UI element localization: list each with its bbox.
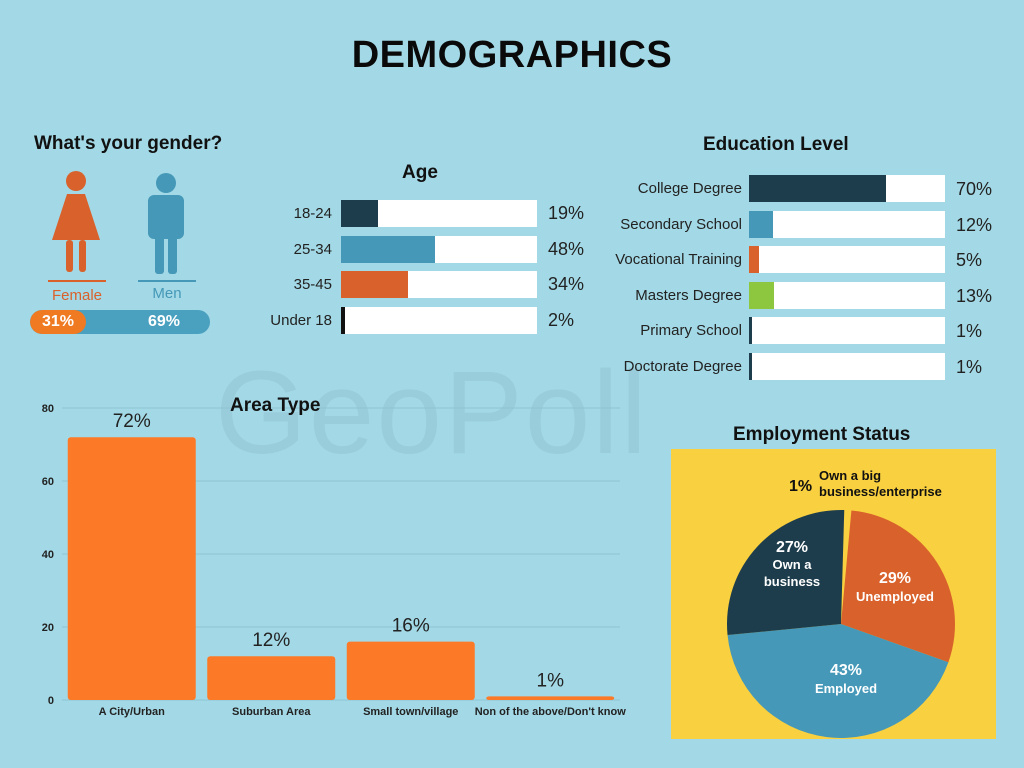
bar-value-label: 12% — [252, 630, 290, 651]
female-label: Female — [51, 287, 103, 304]
y-tick-label: 20 — [42, 622, 54, 634]
bar-value-label: 19% — [548, 203, 585, 223]
bar-value-label: 34% — [548, 274, 585, 294]
bar-value-label: 13% — [956, 285, 993, 306]
bar-track — [749, 175, 945, 202]
education-title: Education Level — [703, 134, 849, 155]
female-underline — [48, 280, 106, 282]
bar-value-label: 72% — [113, 411, 151, 432]
gender-female-fill — [30, 310, 86, 334]
bar-label: Under 18 — [270, 311, 332, 329]
bar-track — [749, 246, 945, 273]
bar — [341, 235, 436, 263]
pie-category-label: Own a big — [819, 468, 881, 483]
bar — [207, 656, 336, 700]
pie-value-label: 1% — [789, 478, 812, 495]
bar-value-label: 1% — [956, 356, 983, 377]
bar-track — [341, 200, 537, 227]
female-person-icon — [52, 171, 100, 272]
pie-category-label: Unemployed — [856, 589, 934, 604]
employment-title: Employment Status — [733, 424, 911, 445]
area-title: Area Type — [230, 395, 321, 416]
bar-label: 35-45 — [293, 276, 332, 293]
bar — [749, 352, 752, 380]
bar — [749, 246, 759, 273]
bar-label: 18-24 — [293, 205, 332, 222]
pie-value-label: 43% — [830, 662, 862, 679]
male-underline — [138, 280, 196, 282]
bar-value-label: 1% — [956, 321, 983, 341]
y-tick-label: 60 — [42, 476, 54, 488]
x-tick-label: Small town/village — [363, 706, 458, 718]
gender-male-value: 69% — [148, 313, 181, 330]
y-tick-label: 40 — [42, 549, 54, 561]
page-title: DEMOGRAPHICS — [351, 34, 673, 76]
pie-category-label: business — [764, 574, 820, 589]
gender-title: What's your gender? — [34, 133, 223, 154]
pie-slice — [727, 624, 949, 738]
bar-track — [749, 352, 945, 380]
bar-label: Secondary School — [620, 215, 742, 233]
bar — [67, 437, 196, 700]
bar — [749, 175, 887, 202]
pie-slice — [727, 510, 845, 636]
y-tick-label: 80 — [42, 403, 54, 415]
pie-value-label: 29% — [879, 570, 911, 587]
bar-label: 25-34 — [293, 240, 332, 258]
bar-value-label: 48% — [548, 238, 585, 259]
bar-label: Vocational Training — [615, 251, 742, 268]
bar-value-label: 16% — [392, 616, 430, 637]
bar-track — [341, 271, 537, 298]
pie-value-label: 27% — [776, 539, 808, 556]
bar-value-label: 12% — [956, 214, 993, 235]
bar-value-label: 1% — [537, 670, 565, 691]
pie-slice — [841, 510, 955, 663]
male-person-icon — [148, 173, 184, 274]
pie-category-label: Employed — [815, 681, 877, 696]
x-tick-label: Suburban Area — [232, 706, 311, 718]
bar-value-label: 70% — [956, 179, 993, 199]
bar-label: Masters Degree — [635, 286, 742, 304]
x-tick-label: Non of the above/Don't know — [475, 706, 627, 718]
x-tick-label: A City/Urban — [99, 706, 165, 718]
male-label: Men — [152, 285, 182, 302]
bar-track — [749, 317, 945, 344]
bar-value-label: 2% — [548, 309, 575, 330]
watermark: GeoPoll — [215, 347, 649, 479]
bar — [749, 317, 752, 344]
bar-track — [749, 281, 945, 309]
bar — [749, 210, 773, 238]
bar-label: College Degree — [637, 180, 742, 197]
bar — [341, 200, 379, 227]
pie-category-label: business/enterprise — [819, 484, 942, 499]
bar — [346, 641, 475, 700]
bar-track — [341, 306, 537, 334]
bar-track — [341, 235, 537, 263]
gender-female-value: 31% — [42, 313, 75, 330]
bar — [341, 306, 345, 334]
gender-split-bar: 31% 69% — [30, 310, 210, 334]
pie-category-label: Own a — [772, 557, 812, 572]
bar — [749, 281, 775, 309]
pie-slice — [841, 510, 852, 624]
bar-label: Doctorate Degree — [623, 357, 742, 375]
bar-value-label: 5% — [956, 250, 983, 270]
area-type-chart: 0 20 40 60 80 72% A City/Urban 12% Suburban Area… — [42, 403, 627, 718]
bar — [341, 271, 408, 298]
bar-label: Primary School — [640, 322, 742, 339]
bar — [486, 696, 615, 700]
age-title: Age — [402, 162, 438, 183]
y-tick-label: 0 — [48, 695, 54, 707]
bar-track — [749, 210, 945, 238]
